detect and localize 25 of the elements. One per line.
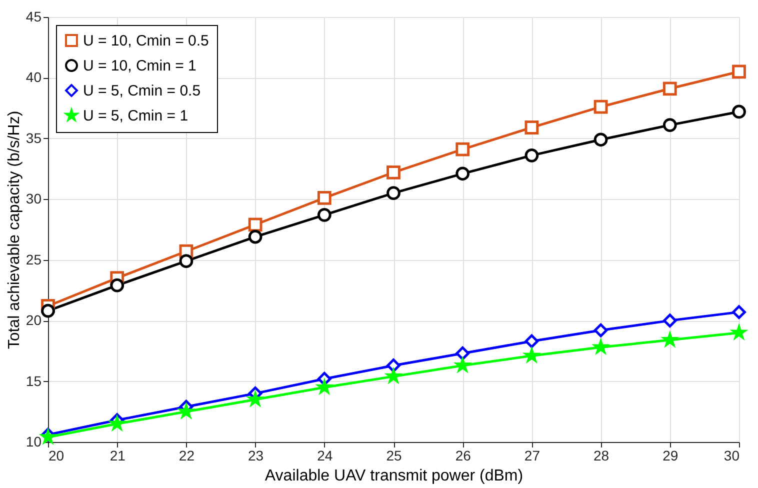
x-tick-label: 22 (178, 448, 195, 464)
x-tick-label: 23 (248, 448, 264, 464)
x-tick-label: 21 (110, 448, 126, 464)
y-tick-label: 30 (26, 190, 42, 207)
y-tick-label: 25 (26, 251, 42, 268)
legend-label: U = 10, Cmin = 0.5 (83, 32, 209, 50)
y-tick-label: 15 (26, 372, 42, 389)
y-tick-label: 40 (26, 69, 42, 86)
x-axis-title: Available UAV transmit power (dBm) (264, 468, 524, 484)
x-tick-label: 26 (455, 448, 472, 464)
legend-label: U = 5, Cmin = 0.5 (83, 82, 201, 100)
y-tick-label: 45 (26, 8, 42, 24)
legend-label: U = 5, Cmin = 1 (83, 108, 188, 124)
x-tick-label: 27 (524, 448, 540, 464)
x-tick-label: 30 (724, 448, 740, 464)
x-tick-label: 28 (594, 448, 610, 464)
legend-label: U = 10, Cmin = 1 (83, 58, 196, 74)
x-tick-label: 25 (386, 448, 402, 464)
y-tick-label: 10 (26, 434, 42, 450)
y-tick-label: 20 (26, 312, 42, 328)
x-tick-label: 20 (48, 448, 64, 464)
x-tick-label: 29 (662, 448, 678, 464)
x-tick-label: 24 (317, 448, 333, 464)
y-axis-title: Total achievable capacity (b/s/Hz) (6, 110, 23, 350)
y-tick-label: 35 (26, 130, 42, 146)
